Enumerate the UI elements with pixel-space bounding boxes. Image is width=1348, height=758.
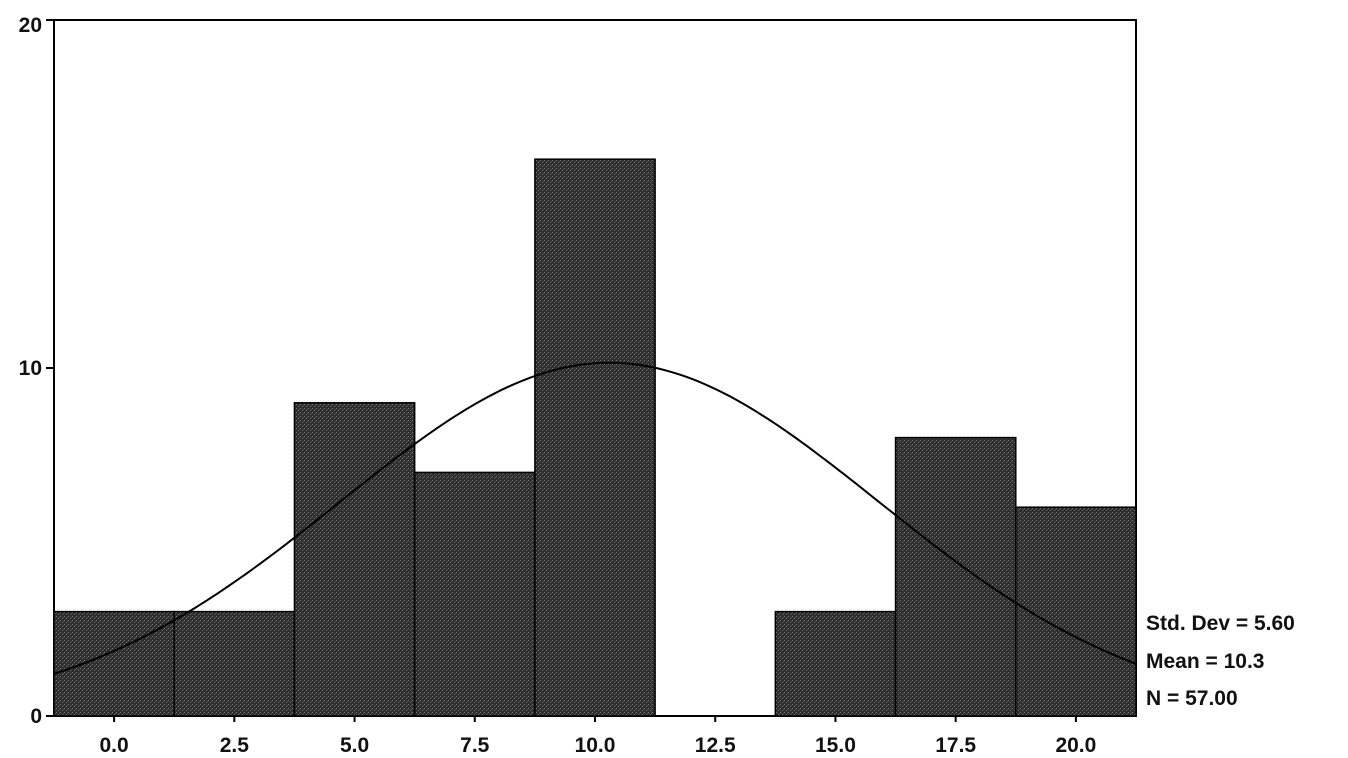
histogram-bar — [53, 610, 175, 717]
bars-group — [53, 158, 1137, 717]
histogram-bar — [1015, 506, 1137, 717]
histogram-bar — [413, 471, 536, 717]
y-axis: 0 10 20 — [19, 14, 54, 728]
y-tick-label: 20 — [19, 14, 42, 37]
histogram-bar — [293, 402, 416, 717]
histogram-bar — [173, 610, 296, 717]
x-tick-label: 17.5 — [935, 734, 976, 757]
x-tick-label: 12.5 — [695, 734, 736, 757]
x-tick-label: 15.0 — [815, 734, 856, 757]
histogram-bar — [894, 436, 1017, 717]
x-tick-label: 20.0 — [1055, 734, 1096, 757]
histogram-bar — [774, 610, 897, 717]
x-axis: 0.0 2.5 5.0 7.5 10.0 12.5 15.0 17.5 20.0 — [100, 716, 1096, 757]
y-tick-label: 10 — [19, 357, 42, 380]
x-tick-label: 5.0 — [340, 734, 369, 757]
std-dev-label: Std. Dev = 5.60 — [1146, 612, 1295, 635]
x-tick-label: 10.0 — [575, 734, 616, 757]
n-label: N = 57.00 — [1146, 687, 1238, 710]
x-tick-label: 0.0 — [100, 734, 129, 757]
y-tick-label: 0 — [30, 705, 42, 728]
x-tick-label: 7.5 — [460, 734, 490, 757]
histogram-bar — [534, 158, 656, 717]
mean-label: Mean = 10.3 — [1146, 650, 1264, 673]
x-tick-label: 2.5 — [220, 734, 250, 757]
normal-curve — [53, 361, 1137, 675]
